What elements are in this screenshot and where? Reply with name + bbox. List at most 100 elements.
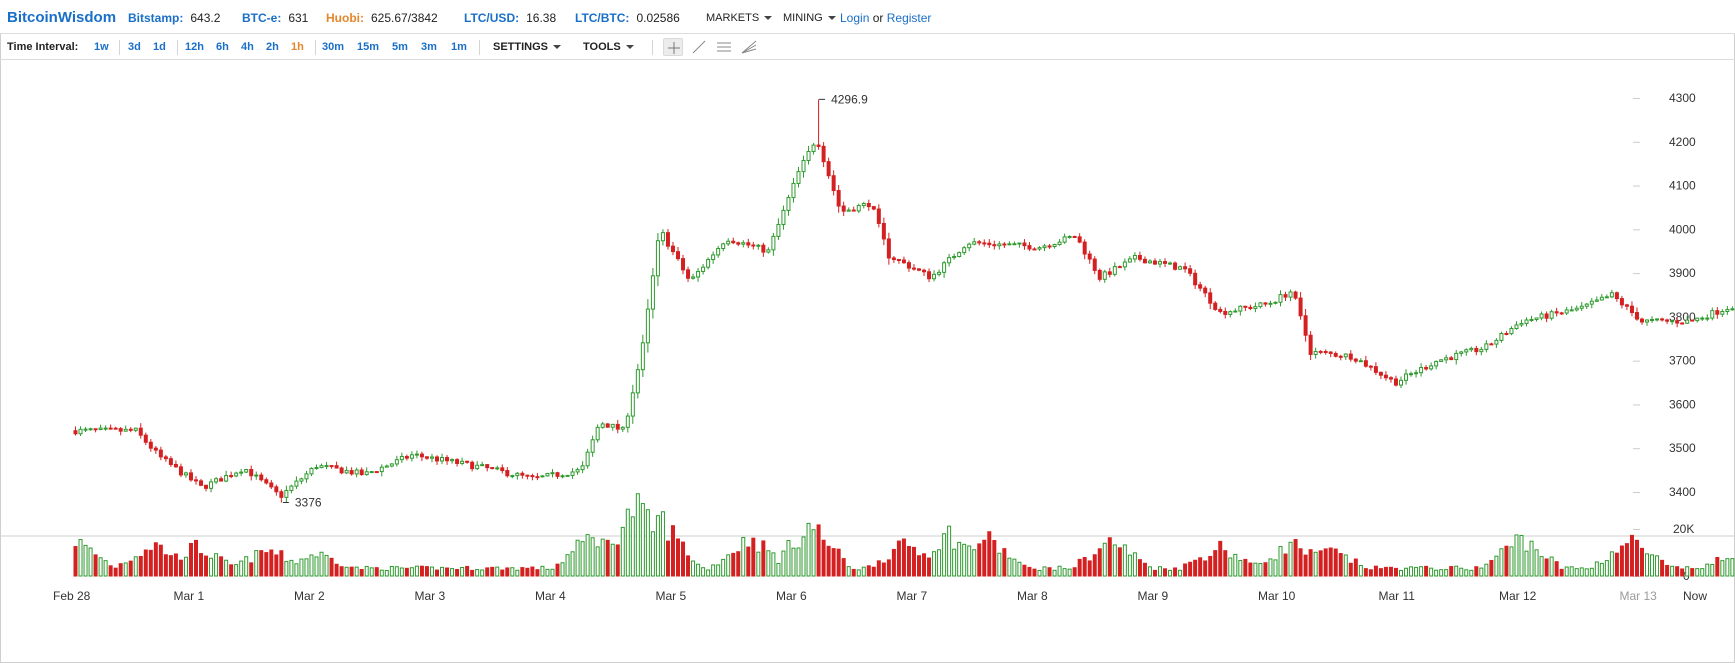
down-candle — [670, 241, 675, 256]
x-axis-label: Mar 13 — [1620, 589, 1658, 603]
up-candle — [766, 247, 771, 254]
brand-logo[interactable]: BitcoinWisdom — [7, 9, 117, 26]
volume-bar — [1559, 568, 1564, 577]
volume-bar — [575, 539, 580, 577]
ticker-btce[interactable]: BTC-e: 631 — [242, 11, 308, 25]
settings-menu[interactable]: SETTINGS — [493, 41, 562, 53]
ticker-label: BTC-e: — [242, 11, 282, 25]
markets-menu[interactable]: MARKETS — [706, 12, 773, 24]
volume-bar — [108, 565, 113, 577]
x-axis-label: Mar 5 — [656, 589, 687, 603]
mining-menu[interactable]: MINING — [783, 12, 836, 24]
candle-body — [299, 478, 304, 482]
volume-bar — [540, 565, 545, 577]
volume-bar — [781, 550, 786, 577]
ticker-ltc-btc[interactable]: LTC/BTC: 0.02586 — [575, 11, 680, 25]
up-candle — [399, 452, 404, 463]
down-candle — [1188, 264, 1193, 277]
down-candle — [1328, 351, 1333, 358]
candle-body — [982, 242, 987, 245]
login-link[interactable]: Login — [840, 11, 870, 25]
volume-bar — [1132, 552, 1137, 577]
volume-bar — [791, 547, 796, 577]
candle-body — [972, 241, 977, 245]
volume-bar — [1434, 569, 1439, 577]
x-axis-label: Mar 8 — [1017, 589, 1048, 603]
volume-bar — [1378, 568, 1383, 577]
candle-body — [1509, 328, 1514, 335]
interval-1m[interactable]: 1m — [451, 41, 467, 53]
x-axis-label: Mar 9 — [1138, 589, 1169, 603]
price-chart[interactable]: 3400350036003700380039004000410042004300… — [0, 60, 1735, 663]
volume-bar — [1710, 563, 1715, 577]
volume-bar — [1318, 550, 1323, 577]
candle-body — [1188, 268, 1193, 274]
up-candle — [1288, 289, 1293, 302]
volume-bar — [1414, 566, 1419, 577]
volume-bar — [1388, 566, 1393, 577]
volume-bar — [1203, 560, 1208, 577]
candle-body — [1705, 317, 1710, 320]
candle-body — [610, 423, 615, 428]
interval-1d[interactable]: 1d — [153, 41, 166, 53]
interval-15m[interactable]: 15m — [357, 41, 380, 53]
ticker-bitstamp[interactable]: Bitstamp: 643.2 — [128, 11, 220, 25]
down-candle — [841, 201, 846, 217]
interval-6h[interactable]: 6h — [216, 41, 229, 53]
candle-body — [83, 428, 88, 431]
interval-5m[interactable]: 5m — [392, 41, 408, 53]
x-axis-label: Mar 6 — [776, 589, 807, 603]
candle-body — [1057, 241, 1062, 246]
tools-menu[interactable]: TOOLS — [583, 41, 634, 53]
candle-body — [1660, 318, 1665, 321]
up-candle — [224, 470, 229, 483]
line-tool-button[interactable] — [689, 38, 709, 56]
candle-body — [1198, 284, 1203, 289]
volume-bar — [1464, 569, 1469, 577]
candle-body — [304, 473, 309, 480]
interval-30m[interactable]: 30m — [322, 41, 345, 53]
auth-or-text: or — [872, 11, 884, 25]
candle-body — [1127, 258, 1132, 263]
candle-body — [429, 456, 434, 459]
interval-1w[interactable]: 1w — [94, 41, 109, 53]
ticker-huobi[interactable]: Huobi: 625.67/3842 — [326, 11, 438, 25]
up-candle — [962, 245, 967, 255]
volume-bar — [1640, 547, 1644, 577]
interval-1h[interactable]: 1h — [291, 41, 304, 53]
volume-bar — [1268, 558, 1273, 577]
candle-body — [741, 242, 746, 245]
crosshair-tool-button[interactable] — [663, 38, 683, 56]
interval-4h[interactable]: 4h — [241, 41, 254, 53]
volume-bar — [756, 551, 761, 577]
candle-body — [1650, 318, 1655, 321]
volume-bar — [1112, 544, 1117, 577]
volume-bar — [1283, 553, 1288, 577]
ticker-ltc-usd[interactable]: LTC/USD: 16.38 — [464, 11, 556, 25]
down-candle — [1218, 306, 1223, 314]
interval-3m[interactable]: 3m — [421, 41, 437, 53]
markets-menu-label: MARKETS — [706, 12, 760, 24]
register-link[interactable]: Register — [886, 11, 932, 25]
toolbar-divider — [652, 40, 653, 55]
horizontal-lines-tool-button[interactable] — [714, 38, 734, 56]
candle-body — [209, 481, 214, 489]
interval-3d[interactable]: 3d — [128, 41, 141, 53]
interval-2h[interactable]: 2h — [266, 41, 279, 53]
candle-body — [440, 457, 445, 462]
volume-bar — [490, 566, 495, 577]
up-candle — [1494, 338, 1499, 348]
down-candle — [746, 238, 751, 249]
candle-body — [1067, 235, 1072, 238]
candle-body — [1469, 347, 1474, 351]
volume-bar — [1343, 554, 1348, 577]
up-candle — [480, 461, 485, 467]
interval-12h[interactable]: 12h — [185, 41, 204, 53]
up-candle — [595, 424, 600, 443]
volume-bar — [480, 569, 485, 577]
down-candle — [1117, 265, 1122, 269]
volume-bar — [173, 553, 178, 577]
fan-tool-button[interactable] — [739, 38, 759, 56]
up-candle — [1589, 298, 1594, 309]
up-candle — [244, 468, 249, 474]
